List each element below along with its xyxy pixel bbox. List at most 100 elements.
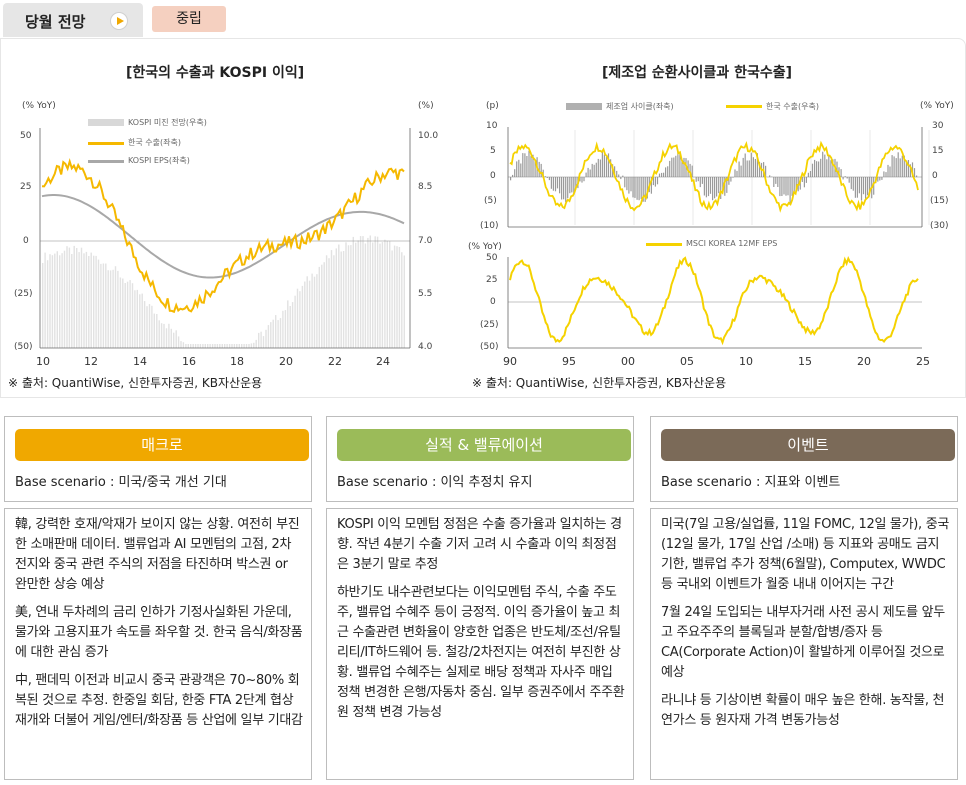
chart2-legend-eps: MSCI KOREA 12MF EPS: [686, 239, 778, 248]
chart1-bar: [153, 313, 155, 348]
earnings-header: 실적 & 밸류에이션: [337, 429, 631, 461]
chart2-cycle-bar: [630, 177, 632, 192]
chart2-cycle-bar: [616, 170, 618, 177]
chart1-bar: [122, 278, 124, 348]
chart1-bar: [214, 344, 216, 348]
chart1-bar: [289, 306, 291, 348]
chart2-x-tick: 05: [680, 355, 694, 368]
chart1-x-tick: 16: [182, 355, 196, 368]
chart2-cycle-bar: [836, 161, 838, 177]
chart1-bar: [209, 344, 211, 348]
chart2-cycle-bar: [765, 165, 767, 177]
chart2-cycle-bar: [752, 157, 754, 177]
chart1-bar: [282, 310, 284, 348]
chart2-cycle-bar: [756, 153, 758, 177]
event-paragraph: 라니냐 등 기상이변 확률이 매우 높은 한해. 농작물, 천연가스 등 원자재…: [661, 693, 945, 728]
chart1-bar: [224, 344, 226, 348]
chart2-cycle-bar: [661, 172, 663, 177]
chart1-bar: [158, 320, 160, 348]
chart1-bar: [54, 253, 56, 348]
chart2-cycle-bar: [867, 177, 869, 196]
chart2-cycle-bar: [832, 159, 834, 177]
chart2-cycle-bar: [665, 167, 667, 177]
chart2-top-right-tick: 30: [932, 121, 944, 131]
chart2-cycle-bar: [907, 160, 909, 177]
chart2-cycle-bar: [781, 177, 783, 196]
chart2-cycle-bar: [750, 152, 752, 177]
chart2-cycle-bar: [754, 159, 756, 177]
chart1-bar: [124, 283, 126, 348]
chart2-cycle-bar: [591, 163, 593, 177]
event-paragraph: 7월 24일 도입되는 내부자거래 사전 공시 제도를 앞두고 주요주주의 블록…: [661, 605, 945, 680]
chart1-bar: [296, 288, 299, 348]
chart1-bar: [357, 240, 359, 348]
chart1-bar: [248, 344, 250, 348]
chart1-bar: [216, 344, 219, 348]
chart1-right-tick: 7.0: [418, 236, 433, 246]
chart2-cycle-bar: [712, 177, 714, 201]
chart1-bar: [59, 255, 61, 348]
chart2-x-tick: 95: [562, 355, 576, 368]
chart2-cycle-bar: [618, 174, 620, 177]
chart2-cycle-bar: [673, 157, 675, 177]
chart1-bar: [325, 255, 328, 348]
chart2-cycle-bar: [895, 158, 897, 177]
chart2-cycle-bar: [879, 177, 881, 181]
chart1-bar: [160, 323, 163, 348]
chart2-cycle-bar: [599, 159, 601, 177]
chart2-cycle-bar: [601, 151, 603, 177]
chart1-bar: [187, 344, 189, 348]
chart2-cycle-bar: [909, 164, 911, 177]
chart1-bar: [275, 315, 277, 348]
chart1-bar: [374, 236, 376, 348]
chart1-bar: [386, 240, 388, 348]
chart2-cycle-bar: [538, 161, 540, 177]
play-icon[interactable]: [110, 12, 128, 30]
event-header-box: 이벤트 Base scenario : 지표와 이벤트: [650, 416, 958, 502]
chart2-cycle-bar: [916, 175, 918, 177]
chart1-bar: [362, 236, 364, 348]
macro-header: 매크로: [15, 429, 309, 461]
chart1-bar: [143, 301, 146, 348]
chart2-cycle-bar: [891, 155, 893, 177]
chart1-bars: [42, 235, 405, 348]
chart1-bar: [301, 285, 304, 348]
chart2-cycle-bar: [705, 177, 707, 198]
chart2-cycle-bar: [638, 177, 640, 201]
chart1-bar: [192, 344, 194, 348]
chart2-cycle-bar: [632, 177, 634, 198]
chart2-cycle-bar: [716, 177, 718, 197]
chart1-bar: [342, 251, 345, 348]
chart1-bar: [117, 270, 119, 348]
chart1-bar: [311, 273, 313, 348]
chart2-cycle-bar: [565, 177, 567, 202]
chart1-bar: [260, 331, 262, 348]
chart1-bar: [56, 251, 58, 348]
chart1-bar: [185, 344, 187, 348]
chart2-cycle-bar: [610, 159, 612, 177]
chart1-bar: [294, 295, 296, 348]
tab-monthly-outlook[interactable]: 당월 전망: [3, 3, 143, 37]
chart1-bar: [352, 236, 354, 348]
chart2-cycle-bar: [669, 160, 671, 177]
chart1-bar: [304, 281, 306, 348]
chart2-cycle-bar: [787, 177, 789, 196]
chart1-bar: [313, 276, 316, 348]
chart1-bar: [141, 293, 143, 348]
chart2-cycle-bar: [865, 177, 867, 199]
chart1-bar: [51, 255, 54, 348]
chart2-export-line: [509, 140, 919, 213]
chart1-bar: [119, 277, 122, 348]
chart2-cycle-bar: [589, 169, 591, 177]
chart2-cycle-bar: [593, 164, 595, 177]
chart2-cycle-bar: [795, 177, 797, 191]
chart2-bottom-unit: (% YoY): [468, 242, 502, 252]
chart1-bar: [44, 252, 46, 348]
chart2-cycle-bar: [510, 177, 512, 181]
earnings-paragraph: 하반기도 내수관련보다는 이익모멘텀 주식, 수출 주도주, 밸류업 수혜주 등…: [337, 585, 625, 720]
chart2-cycle-bar: [691, 165, 693, 177]
chart1-bar: [335, 248, 337, 348]
chart1-bar: [197, 344, 199, 348]
chart2-cycle-bar: [889, 166, 891, 177]
chart2-cycle-bar: [622, 175, 624, 177]
